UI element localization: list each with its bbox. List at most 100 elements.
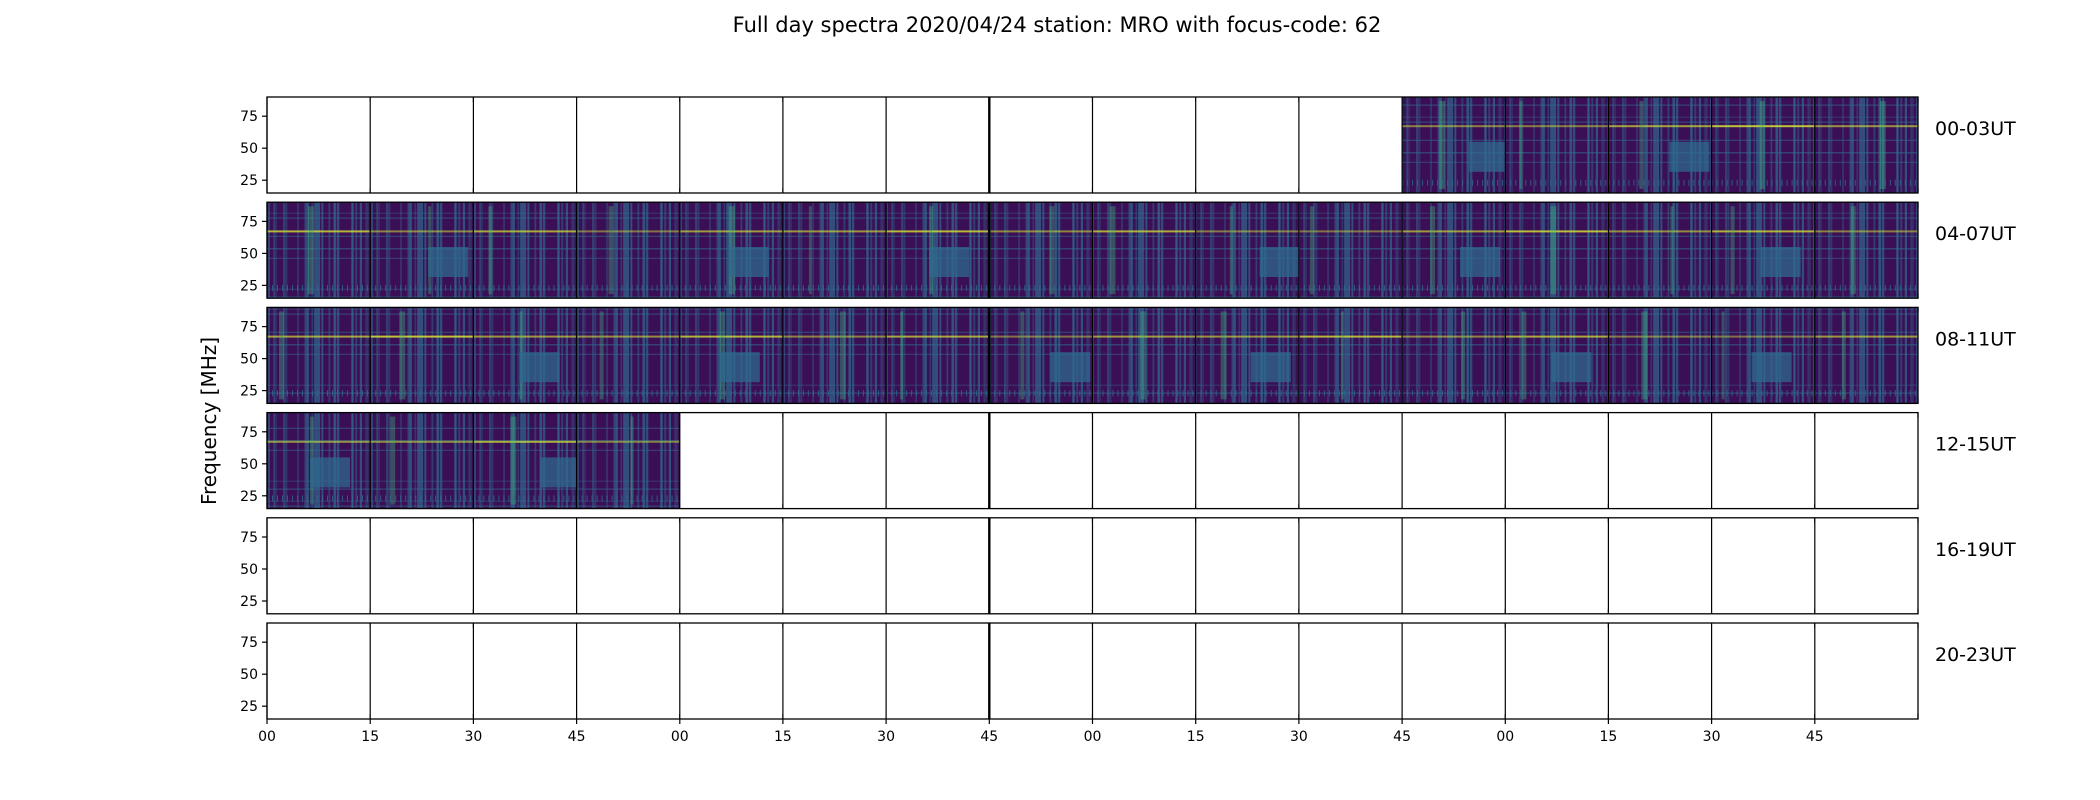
empty-panel: [1195, 412, 1299, 509]
emission-band: [1505, 335, 1609, 338]
spectrum-panel: [1298, 202, 1403, 299]
burst-stripe: [1879, 101, 1886, 189]
burst-patch: [1259, 247, 1300, 277]
burst-patch: [1460, 247, 1501, 277]
empty-panel: [782, 97, 887, 193]
emission-band: [782, 230, 887, 233]
spectrum-panel: [576, 307, 680, 404]
burst-stripe: [1109, 206, 1116, 295]
spectrum-panel: [1402, 307, 1506, 404]
empty-panel: [679, 517, 783, 614]
emission-band: [1505, 125, 1609, 128]
empty-panel: [1505, 623, 1609, 719]
y-tick-label: 25: [240, 278, 258, 294]
burst-stripe: [1721, 311, 1725, 400]
empty-panel: [473, 623, 577, 719]
empty-panel: [1608, 517, 1712, 614]
spectra-row: 25 50 75 04-07UT: [240, 201, 2016, 299]
y-tick-label: 50: [240, 457, 258, 473]
empty-panel: [782, 623, 887, 719]
spectrum-panel: [1092, 202, 1196, 299]
empty-panel: [267, 623, 371, 719]
spectrum-panel: [886, 307, 990, 404]
spectrum-panel: [370, 307, 474, 404]
spectra-row: 25 50 75 00-03UT: [240, 96, 2016, 194]
y-tick-label: 75: [240, 320, 258, 336]
burst-stripe: [1730, 206, 1735, 295]
emission-band: [1505, 230, 1609, 233]
emission-band: [679, 230, 783, 233]
burst-stripe: [390, 416, 396, 505]
burst-stripe: [630, 416, 634, 505]
burst-patch: [1551, 352, 1592, 383]
y-tick-label: 25: [240, 384, 258, 400]
empty-panel: [1092, 97, 1196, 193]
empty-panel: [576, 97, 680, 193]
burst-patch: [1469, 141, 1510, 172]
empty-panel: [679, 623, 783, 719]
emission-band: [886, 230, 990, 233]
x-tick-label: 15: [361, 729, 379, 745]
empty-panel: [1298, 623, 1403, 719]
spectrum-panel: [1505, 202, 1609, 299]
burst-stripe: [1461, 311, 1466, 400]
burst-stripe: [1841, 311, 1846, 400]
empty-panel: [1092, 517, 1196, 614]
y-tick-label: 25: [240, 594, 258, 610]
x-tick-label: 45: [1393, 729, 1411, 745]
spectrum-panel: [267, 202, 371, 299]
burst-stripe: [308, 206, 314, 295]
empty-panel: [370, 623, 474, 719]
burst-stripe: [1340, 311, 1344, 400]
y-tick-label: 75: [240, 214, 258, 230]
row-frame: [266, 96, 1919, 194]
burst-stripe: [1550, 206, 1557, 295]
y-tick-label: 75: [240, 635, 258, 651]
row-time-label: 08-11UT: [1935, 328, 2016, 350]
x-tick-label: 45: [1806, 729, 1824, 745]
burst-stripe: [1439, 101, 1446, 189]
burst-stripe: [1430, 206, 1436, 295]
empty-panel: [1298, 517, 1403, 614]
y-axis-label: Frequency [MHz]: [197, 337, 221, 505]
spectra-row: 25 50 75 08-11UT: [240, 306, 2016, 405]
emission-band: [267, 335, 371, 338]
emission-band: [1814, 230, 1918, 233]
empty-panel: [1402, 517, 1506, 614]
spectrum-panel: [989, 202, 1093, 299]
empty-panel: [1608, 412, 1712, 509]
emission-band: [782, 335, 887, 338]
empty-panel: [370, 517, 474, 614]
empty-panel: [473, 517, 577, 614]
burst-patch: [929, 247, 970, 277]
burst-stripe: [1309, 206, 1314, 295]
empty-panel: [1092, 623, 1196, 719]
empty-panel: [1195, 517, 1299, 614]
emission-band: [267, 440, 371, 443]
empty-panel: [886, 412, 990, 509]
emission-band: [1711, 335, 1815, 338]
emission-band: [1195, 230, 1299, 233]
burst-patch: [1760, 247, 1801, 277]
spectrum-panel: [1505, 97, 1609, 193]
y-tick-label: 75: [240, 109, 258, 125]
spectrum-panel: [1608, 202, 1712, 299]
emission-band: [1402, 335, 1506, 338]
emission-band: [1092, 230, 1196, 233]
burst-patch: [540, 457, 581, 488]
empty-panel: [576, 623, 680, 719]
empty-panel: [267, 517, 371, 614]
burst-patch: [1751, 352, 1792, 383]
y-tick-label: 50: [240, 562, 258, 578]
empty-panel: [1298, 412, 1403, 509]
burst-patch: [1050, 352, 1091, 383]
burst-stripe: [1639, 101, 1644, 189]
empty-panel: [989, 517, 1093, 614]
burst-stripe: [900, 311, 904, 400]
empty-panel: [679, 412, 783, 509]
x-tick-label: 30: [877, 729, 895, 745]
empty-panel: [1711, 623, 1815, 719]
emission-band: [370, 335, 474, 338]
empty-panel: [1402, 623, 1506, 719]
